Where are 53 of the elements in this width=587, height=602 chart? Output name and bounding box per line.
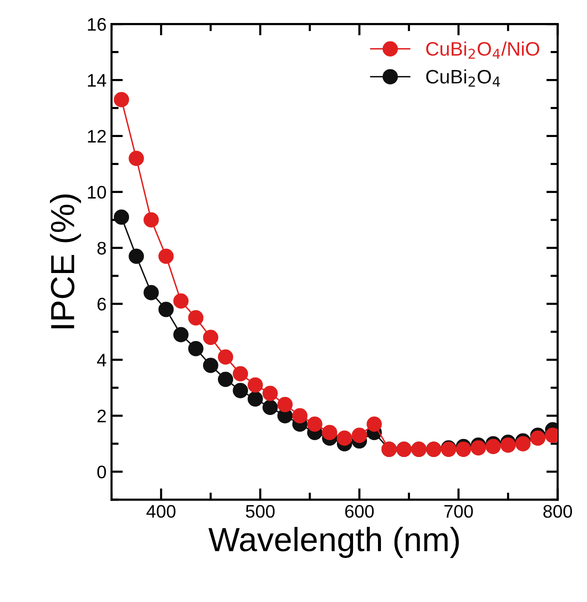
point xyxy=(456,442,472,457)
point xyxy=(470,440,486,456)
y-axis-title: IPCE (%) xyxy=(50,194,82,328)
x-tick-label: 700 xyxy=(444,505,473,518)
y-tick-label: 8 xyxy=(97,242,106,255)
point xyxy=(232,382,248,398)
point xyxy=(352,428,368,443)
y-tick-label: 0 xyxy=(97,466,106,478)
point xyxy=(262,400,278,415)
point xyxy=(203,358,218,374)
point xyxy=(128,248,144,264)
point xyxy=(188,340,204,356)
x-tick-label: 400 xyxy=(146,505,176,518)
point xyxy=(173,293,189,309)
point xyxy=(144,285,159,300)
x-tick-label: 800 xyxy=(543,505,572,518)
x-tick-label: 600 xyxy=(345,505,374,518)
point xyxy=(486,438,501,454)
x-tick-label: 500 xyxy=(246,505,275,518)
point xyxy=(173,326,189,342)
point xyxy=(218,372,234,388)
point xyxy=(515,436,531,452)
legend-label: CuBi$_{2}$O$_{4}$/NiO xyxy=(426,41,540,59)
point xyxy=(188,310,204,326)
y-tick-label: 2 xyxy=(98,410,106,422)
point xyxy=(158,302,174,318)
point xyxy=(307,416,322,432)
point xyxy=(248,377,263,393)
point xyxy=(128,150,144,166)
point xyxy=(336,430,352,446)
y-tick-label: 14 xyxy=(88,74,106,87)
legend-label: CuBi$_{2}$O$_{4}$ xyxy=(426,69,500,87)
point xyxy=(144,212,159,228)
point xyxy=(218,349,234,365)
y-tick-label: 4 xyxy=(97,354,106,366)
y-tick-label: 12 xyxy=(88,130,106,143)
point xyxy=(232,366,248,382)
point xyxy=(248,391,263,407)
point xyxy=(322,424,338,440)
y-tick-label: 6 xyxy=(98,298,106,311)
point xyxy=(292,408,308,424)
y-tick-label: 10 xyxy=(88,186,106,199)
point xyxy=(366,416,382,432)
y-tick-label: 16 xyxy=(88,18,106,31)
point xyxy=(114,209,130,225)
point xyxy=(530,430,546,446)
point xyxy=(158,248,174,264)
x-axis-title: Wavelength (nm) xyxy=(208,526,459,558)
point xyxy=(262,386,278,401)
point xyxy=(277,396,293,412)
point xyxy=(114,92,130,108)
point xyxy=(500,437,516,453)
point xyxy=(203,330,218,346)
